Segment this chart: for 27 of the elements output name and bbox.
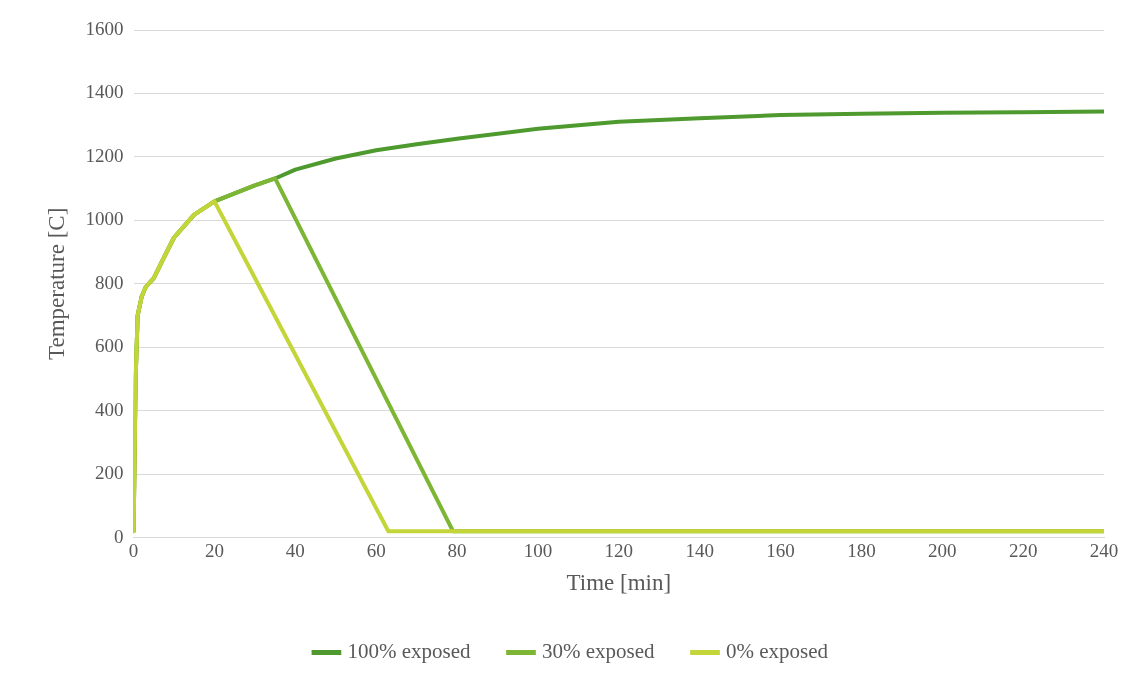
legend-label: 0% exposed xyxy=(726,639,829,664)
y-tick-label: 1200 xyxy=(85,144,124,166)
x-axis-title: Time [min] xyxy=(566,570,672,596)
y-tick-label: 1000 xyxy=(85,208,124,230)
x-tick-label: 120 xyxy=(604,539,634,561)
x-tick-label: 220 xyxy=(1008,539,1038,561)
x-tick-label: 60 xyxy=(366,539,386,561)
y-tick-label: 1400 xyxy=(85,81,124,103)
x-tick-label: 160 xyxy=(766,539,795,561)
x-tick-label: 0 xyxy=(128,539,139,561)
x-tick-label: 140 xyxy=(685,539,714,561)
y-tick-label: 600 xyxy=(95,335,124,357)
y-tick-label: 1600 xyxy=(85,17,124,39)
legend-label: 100% exposed xyxy=(347,639,471,664)
x-tick-label: 20 xyxy=(204,539,224,561)
x-tick-label: 240 xyxy=(1089,539,1119,561)
x-tick-label: 180 xyxy=(847,539,876,561)
y-tick-label: 800 xyxy=(95,271,124,293)
legend-label: 30% exposed xyxy=(541,639,656,664)
y-tick-label: 200 xyxy=(95,462,124,484)
y-tick-label: 400 xyxy=(95,398,124,420)
x-tick-label: 80 xyxy=(447,539,467,561)
x-tick-label: 200 xyxy=(928,539,957,561)
y-tick-label: 0 xyxy=(114,525,124,547)
x-tick-label: 40 xyxy=(285,539,305,561)
x-tick-label: 100 xyxy=(523,539,553,561)
y-axis-title: Temperature [C] xyxy=(43,207,69,360)
